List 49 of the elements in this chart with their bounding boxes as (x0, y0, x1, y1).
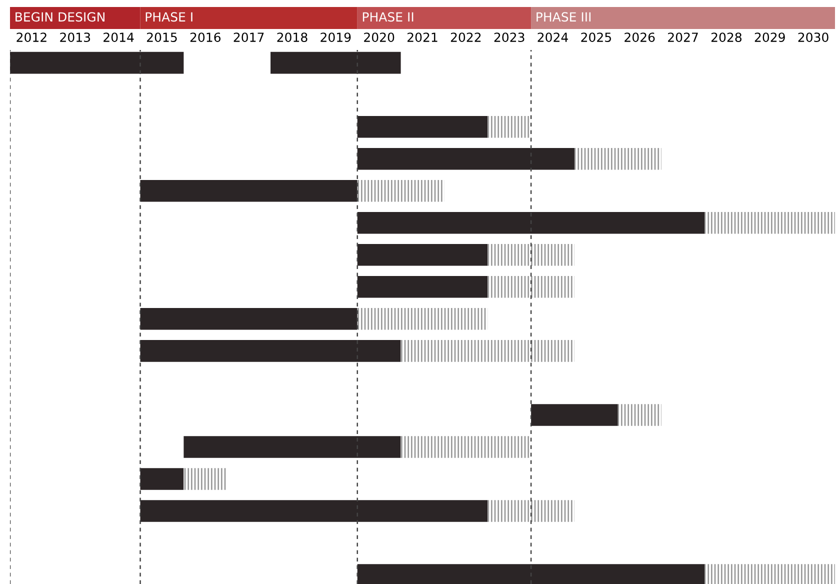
bar (184, 468, 228, 490)
bar (357, 116, 488, 138)
bar (357, 276, 488, 298)
bar (140, 500, 488, 522)
bar (400, 436, 532, 458)
bar (140, 180, 358, 202)
bar (357, 148, 574, 170)
x-tick-label: 2016 (190, 32, 221, 42)
bar (357, 212, 705, 234)
x-tick-label: 2019 (320, 32, 351, 42)
x-tick-label: 2015 (146, 32, 177, 42)
bar (704, 212, 835, 234)
bar (488, 500, 574, 522)
x-tick-label: 2029 (754, 32, 785, 42)
x-tick-label: 2028 (711, 32, 742, 42)
bar (357, 180, 444, 202)
bar (400, 340, 574, 362)
bar (531, 404, 618, 426)
ref-line-label: BEGIN DESIGN (16, 12, 104, 22)
x-tick-label: 2023 (494, 32, 524, 42)
bar (618, 404, 662, 426)
ref-line-label: PHASE II (362, 12, 414, 22)
ref-line-label: PHASE I (146, 12, 192, 22)
x-tick-label: 2018 (277, 32, 308, 42)
bar (270, 52, 401, 74)
bar (10, 52, 184, 74)
ref-line-label: PHASE III (536, 12, 591, 22)
x-tick-label: 2012 (16, 32, 46, 42)
x-tick-label: 2014 (104, 32, 134, 42)
bar (357, 244, 488, 266)
x-tick-label: 2022 (450, 32, 481, 42)
x-tick-label: 2025 (581, 32, 611, 42)
bar (184, 436, 401, 458)
bar (488, 244, 574, 266)
x-tick-label: 2017 (234, 32, 264, 42)
bar (488, 116, 532, 138)
x-tick-label: 2020 (364, 32, 394, 42)
bar (140, 308, 358, 330)
bar (488, 276, 574, 298)
bar (140, 468, 184, 490)
x-tick-label: 2021 (408, 32, 438, 42)
x-tick-label: 2027 (668, 32, 698, 42)
x-tick-label: 2013 (60, 32, 90, 42)
bar (357, 308, 488, 330)
x-tick-label: 2030 (798, 32, 828, 42)
bar (140, 340, 401, 362)
bar (574, 148, 662, 170)
x-tick-label: 2024 (538, 32, 568, 42)
x-tick-label: 2026 (624, 32, 655, 42)
